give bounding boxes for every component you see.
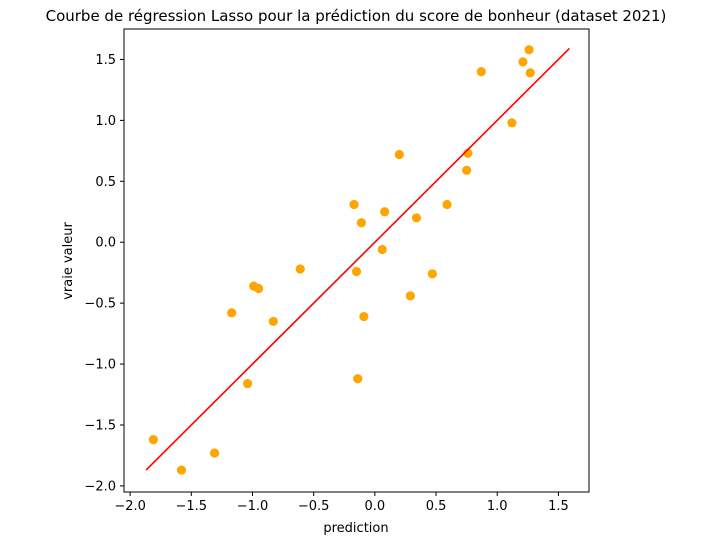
y-tick-label: 0.0 [95, 236, 116, 251]
data-point [411, 213, 422, 223]
x-tick-label: −0.5 [298, 499, 330, 514]
data-point [242, 378, 253, 389]
x-tick-label: 0.0 [365, 499, 386, 514]
data-point [148, 435, 158, 445]
data-point [268, 316, 278, 327]
y-tick-label: 1.5 [95, 53, 116, 68]
x-tick-label: 1.5 [548, 499, 569, 514]
y-tick-label: −2.0 [84, 479, 116, 494]
x-tick-label: −1.0 [237, 499, 269, 514]
y-tick-label: 1.0 [95, 114, 116, 129]
y-tick-label: −0.5 [84, 297, 116, 312]
x-axis-label: prediction [323, 521, 388, 536]
data-point [227, 308, 237, 318]
data-point [356, 218, 366, 228]
data-point [507, 118, 517, 128]
data-point [377, 244, 387, 255]
data-point [351, 266, 362, 277]
x-tick-label: −1.5 [176, 499, 208, 514]
data-point [176, 465, 187, 475]
y-tick-label: −1.5 [84, 418, 116, 433]
regression-line [145, 47, 570, 471]
y-tick-label: −1.0 [84, 358, 116, 373]
data-point [359, 311, 369, 322]
data-point [524, 45, 534, 55]
data-point [525, 68, 535, 78]
data-point [462, 165, 472, 175]
plot-frame [123, 28, 590, 493]
y-tick-label: 0.5 [95, 175, 116, 190]
data-point [405, 291, 415, 301]
x-tick-label: −2.0 [114, 499, 146, 514]
data-point [353, 374, 363, 384]
data-point [476, 67, 486, 77]
plot-area [145, 45, 570, 475]
data-point [254, 283, 264, 294]
data-point [518, 57, 528, 67]
data-point [295, 264, 305, 274]
x-tick-label: 1.0 [487, 499, 508, 514]
data-point [380, 207, 390, 217]
data-point [442, 199, 452, 210]
data-point [394, 149, 404, 160]
data-point [349, 199, 359, 210]
data-point [209, 448, 220, 458]
x-tick-label: 0.5 [426, 499, 447, 514]
chart-title: Courbe de régression Lasso pour la prédi… [46, 7, 667, 25]
y-axis-label: vraie valeur [61, 222, 76, 300]
axis-ticks: −2.0 −1.5 −1.0 −0.5 0.0 0.5 1.0 1.5 −2.0 −1.5 −1.0… [84, 53, 568, 514]
data-point [427, 269, 437, 279]
